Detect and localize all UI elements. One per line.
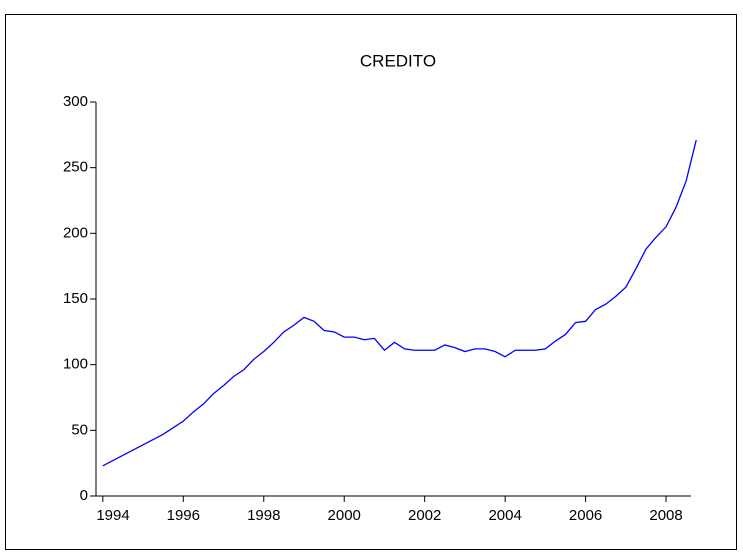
y-tick-label: 200 — [63, 224, 88, 241]
x-tick-label: 2002 — [408, 507, 441, 524]
x-tick-label: 2008 — [649, 507, 682, 524]
y-tick-label: 250 — [63, 159, 88, 176]
x-tick-label: 2006 — [569, 507, 602, 524]
y-tick-label: 50 — [71, 421, 88, 438]
x-tick-label: 1998 — [247, 507, 280, 524]
y-tick-label: 0 — [80, 487, 88, 504]
y-tick-label: 150 — [63, 290, 88, 307]
data-line — [102, 139, 697, 467]
chart-title: CREDITO — [360, 51, 436, 70]
x-tick-label: 1994 — [96, 507, 129, 524]
x-tick-label: 2004 — [488, 507, 521, 524]
x-tick-label: 2000 — [328, 507, 361, 524]
frame — [5, 14, 737, 550]
y-tick-label: 100 — [63, 356, 88, 373]
y-tick-label: 300 — [63, 93, 88, 110]
x-tick-label: 1996 — [167, 507, 200, 524]
